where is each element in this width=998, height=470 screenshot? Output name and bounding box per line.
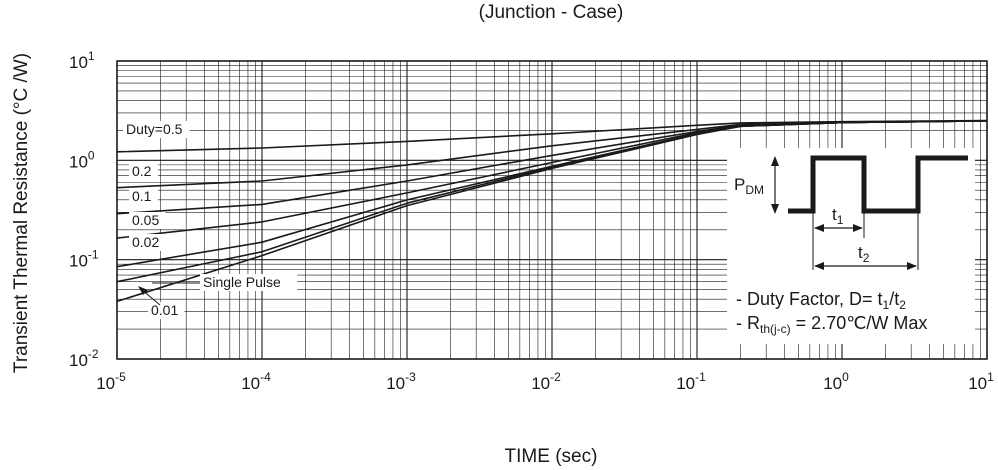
- rth-note: - Rth(j-c) = 2.70℃/W Max: [736, 313, 927, 336]
- x-tick-label: 10-1: [676, 370, 706, 393]
- duty-001-arrowhead: [138, 286, 148, 295]
- x-tick-label: 10-3: [386, 370, 416, 393]
- series-group: [116, 119, 988, 303]
- series-label-background: [200, 274, 298, 291]
- t1-label: t1: [832, 205, 844, 227]
- pulse-diagram: PDM t1 t2 - Duty Factor, D= t1/t2 - Rth(…: [727, 148, 975, 344]
- x-tick-label: 100: [823, 370, 849, 393]
- t1-arrowhead-right: [853, 224, 863, 232]
- series-label-background: [148, 302, 185, 319]
- chart-title: (Junction - Case): [479, 2, 624, 23]
- series-label: 0.2: [132, 163, 152, 179]
- series-labels: Duty=0.5 0.2 0.1 0.05 0.02 Single Pulse 0.01: [123, 121, 298, 319]
- x-tick-label: 101: [968, 370, 994, 393]
- t2-label: t2: [858, 243, 870, 265]
- pdm-arrowhead-top: [771, 156, 779, 166]
- series-label: Single Pulse: [203, 274, 281, 290]
- y-tick-label: 10-1: [69, 248, 99, 271]
- series-line-single-pulse: [116, 120, 988, 303]
- series-label: Duty=0.5: [126, 121, 183, 137]
- inset-background: [727, 148, 975, 344]
- y-tick-label: 101: [69, 49, 95, 72]
- x-axis-label: TIME (sec): [505, 446, 598, 467]
- series-label-background: [129, 234, 166, 251]
- series-label-background: [129, 212, 166, 229]
- pulse-waveform: [788, 155, 968, 214]
- pdm-label: PDM: [734, 175, 764, 197]
- t2-arrowhead-left: [814, 262, 824, 270]
- x-tick-label: 10-5: [96, 370, 126, 393]
- t2-arrowhead-right: [907, 262, 917, 270]
- t1-arrowhead-left: [814, 224, 824, 232]
- series-label-background: [129, 188, 158, 205]
- y-tick-label: 10-2: [69, 347, 99, 370]
- duty-factor-note: - Duty Factor, D= t1/t2: [736, 289, 906, 312]
- x-tick-label: 10-4: [241, 370, 271, 393]
- plot-frame: [116, 60, 988, 360]
- series-label: 0.05: [132, 212, 159, 228]
- series-label: 0.1: [132, 188, 152, 204]
- x-tick-label: 10-2: [531, 370, 561, 393]
- series-label: 0.02: [132, 234, 159, 250]
- series-label-background: [123, 121, 190, 138]
- tick-labels: 10-5 10-4 10-3 10-2 10-1 100 101 10-2 10-1 100 101: [69, 49, 994, 393]
- series-label: 0.01: [151, 302, 178, 318]
- y-tick-label: 100: [69, 148, 95, 171]
- pdm-arrowhead-bottom: [771, 204, 779, 214]
- y-axis-label: Transient Thermal Resistance (°C /W): [11, 53, 32, 373]
- series-label-background: [129, 163, 158, 180]
